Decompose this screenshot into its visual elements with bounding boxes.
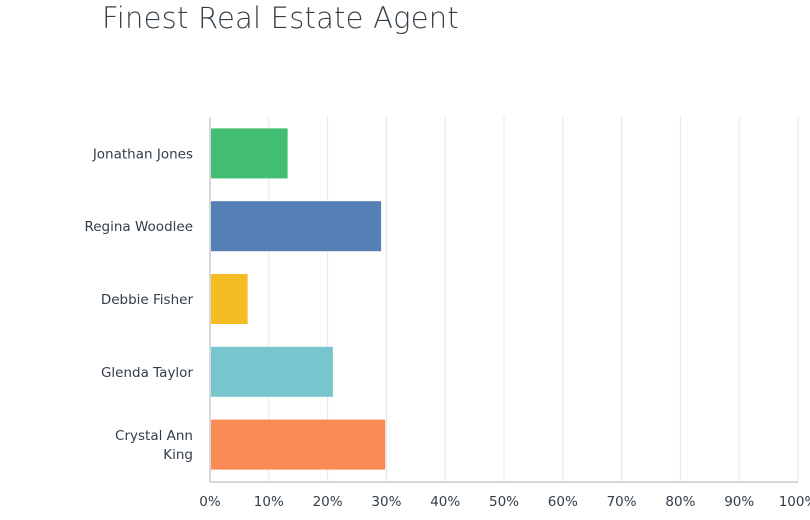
- x-tick-label: 80%: [665, 494, 695, 510]
- category-label: Regina Woodlee: [84, 219, 193, 235]
- x-tick-label: 90%: [724, 494, 754, 510]
- category-label: Glenda Taylor: [101, 365, 193, 381]
- x-tick-label: 20%: [313, 494, 343, 510]
- x-tick-label: 50%: [489, 494, 519, 510]
- x-tick-label: 70%: [607, 494, 637, 510]
- x-tick-label: 0%: [199, 494, 221, 510]
- category-label: Crystal Ann King: [115, 428, 193, 463]
- bar: [211, 128, 288, 179]
- bar: [211, 201, 382, 252]
- category-label: Debbie Fisher: [101, 292, 194, 308]
- x-axis-ticks: 0% 10% 20% 30% 40% 50% 60% 70% 80% 90% 100%: [199, 494, 810, 510]
- x-tick-label: 10%: [254, 494, 284, 510]
- x-tick-label: 30%: [371, 494, 401, 510]
- bar: [211, 346, 333, 397]
- category-labels: Jonathan Jones Regina Woodlee Debbie Fishe…: [84, 146, 193, 463]
- bars: [211, 128, 386, 470]
- category-label: Jonathan Jones: [92, 146, 193, 162]
- x-tick-label: 60%: [548, 494, 578, 510]
- grid: [209, 117, 799, 483]
- chart-title: Finest Real Estate Agent: [102, 1, 459, 35]
- x-tick-label: 100%: [779, 494, 810, 510]
- bar: [211, 274, 248, 324]
- bar: [211, 419, 386, 470]
- x-tick-label: 40%: [430, 494, 460, 510]
